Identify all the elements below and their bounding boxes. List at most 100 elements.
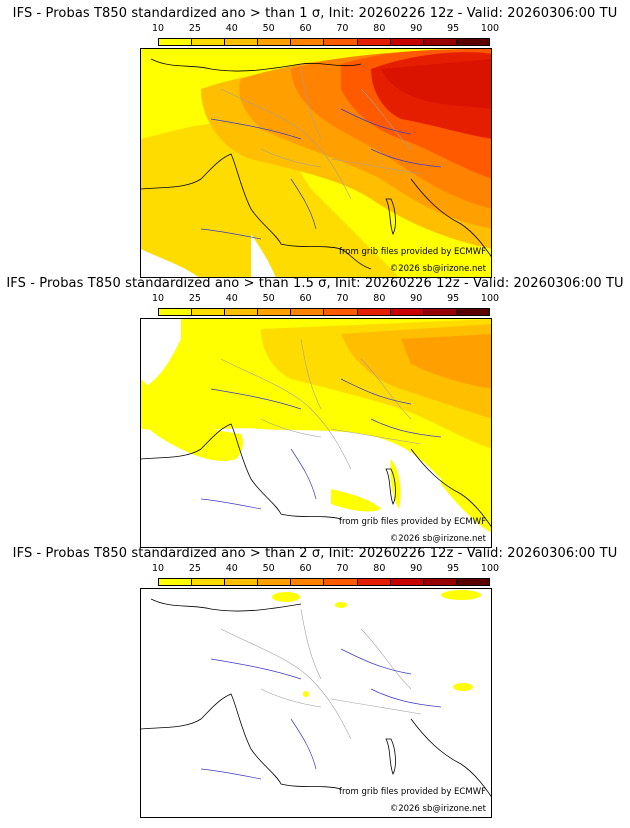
- corsica: [385, 738, 396, 775]
- sea-atlantic: [141, 249, 199, 277]
- colorbar-tick-label: 70: [336, 293, 349, 304]
- rivers: [200, 378, 442, 510]
- corsica: [385, 468, 396, 505]
- colorbar-tick-label: 95: [447, 563, 460, 574]
- italy-coast: [410, 178, 491, 257]
- colorbar-segment: [192, 579, 226, 585]
- colorbar-tick-label: 70: [336, 563, 349, 574]
- rivers: [200, 648, 442, 780]
- colorbar-ticks: 10 25 40 50 60 70 80 90 95 100: [152, 293, 499, 305]
- colorbar-tick-label: 100: [480, 293, 500, 304]
- borders: [220, 338, 422, 470]
- colorbar-segment: [159, 579, 193, 585]
- colorbar-tick-label: 25: [188, 23, 201, 34]
- colorbar-tick-label: 50: [262, 563, 275, 574]
- colorbar-tick-label: 40: [225, 563, 238, 574]
- colorbar-segment: [258, 579, 292, 585]
- colorbar: [158, 578, 490, 586]
- colorbar-ticks: 10 25 40 50 60 70 80 90 95 100: [152, 23, 499, 35]
- probability-map: from grib files provided by ECMWF ©2026 …: [140, 48, 492, 278]
- map-svg: [141, 319, 491, 547]
- colorbar-tick-label: 50: [262, 293, 275, 304]
- colorbar-tick-label: 10: [151, 23, 165, 34]
- copyright: ©2026 sb@irizone.net: [389, 534, 486, 544]
- colorbar-segment: [390, 39, 424, 45]
- colorbar-segment: [324, 309, 358, 315]
- colorbar-segment: [225, 309, 259, 315]
- field-50: [401, 334, 491, 389]
- coastline: [141, 153, 372, 270]
- source-note: from grib files provided by ECMWF: [339, 517, 486, 527]
- map-svg: [141, 49, 491, 277]
- field-80: [371, 52, 491, 139]
- colorbar-tick-label: 60: [299, 563, 312, 574]
- colorbar-tick-label: 80: [373, 23, 386, 34]
- colorbar-segment: [357, 39, 391, 45]
- colorbar-tick-label: 40: [225, 293, 238, 304]
- colorbar-segment: [423, 309, 457, 315]
- colorbar-tick-label: 100: [480, 563, 500, 574]
- colorbar-tick-label: 90: [410, 23, 423, 34]
- colorbar-tick-label: 90: [410, 293, 423, 304]
- colorbar-ticks: 10 25 40 50 60 70 80 90 95 100: [152, 563, 499, 575]
- borders: [220, 68, 422, 200]
- coastline: [141, 693, 342, 790]
- field-10: [272, 592, 300, 602]
- source-note: from grib files provided by ECMWF: [339, 247, 486, 257]
- colorbar-segment: [159, 309, 193, 315]
- corsica: [385, 198, 396, 235]
- map-svg: [141, 589, 491, 817]
- borders: [220, 608, 422, 740]
- colorbar-segment: [192, 309, 226, 315]
- colorbar-segment: [456, 39, 489, 45]
- rivers: [200, 108, 442, 240]
- colorbar-tick-label: 25: [188, 293, 201, 304]
- colorbar-tick-label: 50: [262, 23, 275, 34]
- italy-coast: [410, 448, 491, 527]
- colorbar-tick-label: 10: [151, 293, 165, 304]
- colorbar-tick-label: 60: [299, 293, 312, 304]
- sea-iberia: [251, 234, 276, 277]
- colorbar: [158, 38, 490, 46]
- colorbar-tick-label: 60: [299, 23, 312, 34]
- copyright: ©2026 sb@irizone.net: [389, 264, 486, 274]
- colorbar-tick-label: 90: [410, 563, 423, 574]
- colorbar-segment: [192, 39, 226, 45]
- colorbar-segment: [291, 579, 325, 585]
- italy-coast: [410, 718, 491, 797]
- colorbar-segment: [291, 309, 325, 315]
- colorbar-tick-label: 80: [373, 293, 386, 304]
- panel-title: IFS - Probas T850 standardized ano > tha…: [12, 546, 618, 561]
- colorbar-tick-label: 40: [225, 23, 238, 34]
- colorbar-segment: [390, 309, 424, 315]
- colorbar-segment: [159, 39, 193, 45]
- map-panel-2sigma: IFS - Probas T850 standardized ano > tha…: [0, 540, 630, 818]
- copyright: ©2026 sb@irizone.net: [389, 804, 486, 814]
- colorbar-segment: [324, 39, 358, 45]
- colorbar-segment: [291, 39, 325, 45]
- colorbar-tick-label: 95: [447, 293, 460, 304]
- colorbar-segment: [456, 579, 489, 585]
- colorbar-tick-label: 10: [151, 563, 165, 574]
- colorbar-segment: [357, 309, 391, 315]
- colorbar-segment: [258, 309, 292, 315]
- map-panel-1sigma: IFS - Probas T850 standardized ano > tha…: [0, 0, 630, 278]
- probability-map: from grib files provided by ECMWF ©2026 …: [140, 318, 492, 548]
- colorbar-tick-label: 100: [480, 23, 500, 34]
- field-25: [141, 122, 399, 277]
- field-90: [381, 59, 491, 109]
- colorbar-segment: [324, 579, 358, 585]
- coastline: [141, 423, 342, 520]
- colorbar-tick-label: 80: [373, 563, 386, 574]
- source-note: from grib files provided by ECMWF: [339, 787, 486, 797]
- colorbar-tick-label: 25: [188, 563, 201, 574]
- colorbar: [158, 308, 490, 316]
- probability-map: from grib files provided by ECMWF ©2026 …: [140, 588, 492, 818]
- colorbar-segment: [456, 309, 489, 315]
- colorbar-segment: [258, 39, 292, 45]
- colorbar-segment: [225, 39, 259, 45]
- colorbar-segment: [390, 579, 424, 585]
- panel-title: IFS - Probas T850 standardized ano > tha…: [6, 276, 624, 291]
- colorbar-segment: [225, 579, 259, 585]
- panel-title: IFS - Probas T850 standardized ano > tha…: [12, 6, 618, 21]
